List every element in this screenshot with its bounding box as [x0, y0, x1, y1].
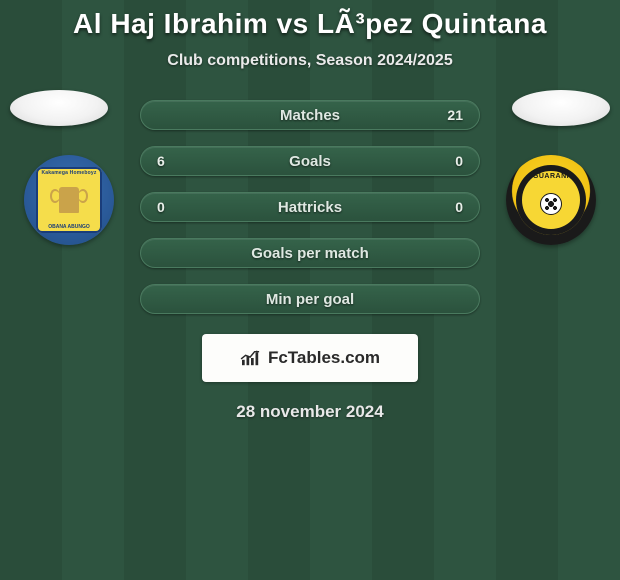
stat-left-value: 6: [157, 153, 177, 169]
brand-text: FcTables.com: [268, 348, 380, 368]
stat-row-goals: 6 Goals 0: [140, 146, 480, 176]
stat-label: Min per goal: [141, 291, 479, 308]
stat-label: Goals per match: [141, 245, 479, 262]
right-crest-badge: GUARANI: [516, 165, 586, 235]
left-player-ellipse: [10, 90, 108, 126]
stat-row-goals-per-match: Goals per match: [140, 238, 480, 268]
stat-right-value: 0: [443, 199, 463, 215]
stat-pill-stack: Matches 21 6 Goals 0 0 Hattricks 0 Goals…: [140, 100, 480, 314]
stat-right-value: 0: [443, 153, 463, 169]
left-club-crest: Kakamega Homeboyz OBANA ABUNGO: [24, 155, 114, 245]
date-line: 28 november 2024: [0, 402, 620, 422]
left-crest-top-text: Kakamega Homeboyz: [36, 170, 102, 176]
right-club-crest: GUARANI: [506, 155, 596, 245]
bar-chart-icon: [240, 349, 262, 367]
brand-logo-box[interactable]: FcTables.com: [202, 334, 418, 382]
left-crest-badge: Kakamega Homeboyz OBANA ABUNGO: [36, 167, 102, 233]
stat-row-hattricks: 0 Hattricks 0: [140, 192, 480, 222]
stat-row-min-per-goal: Min per goal: [140, 284, 480, 314]
comparison-area: Kakamega Homeboyz OBANA ABUNGO GUARANI M…: [0, 100, 620, 422]
right-crest-top-text: GUARANI: [516, 173, 586, 180]
stat-label: Goals: [141, 153, 479, 170]
trophy-icon: [59, 187, 79, 213]
stat-label: Matches: [141, 107, 479, 124]
soccer-ball-icon: [540, 193, 562, 215]
right-player-ellipse: [512, 90, 610, 126]
stat-label: Hattricks: [141, 199, 479, 216]
stat-right-value: 21: [443, 107, 463, 123]
page-title: Al Haj Ibrahim vs LÃ³pez Quintana: [0, 0, 620, 40]
subtitle: Club competitions, Season 2024/2025: [0, 52, 620, 70]
left-crest-bottom-text: OBANA ABUNGO: [36, 224, 102, 230]
stat-row-matches: Matches 21: [140, 100, 480, 130]
stat-left-value: 0: [157, 199, 177, 215]
